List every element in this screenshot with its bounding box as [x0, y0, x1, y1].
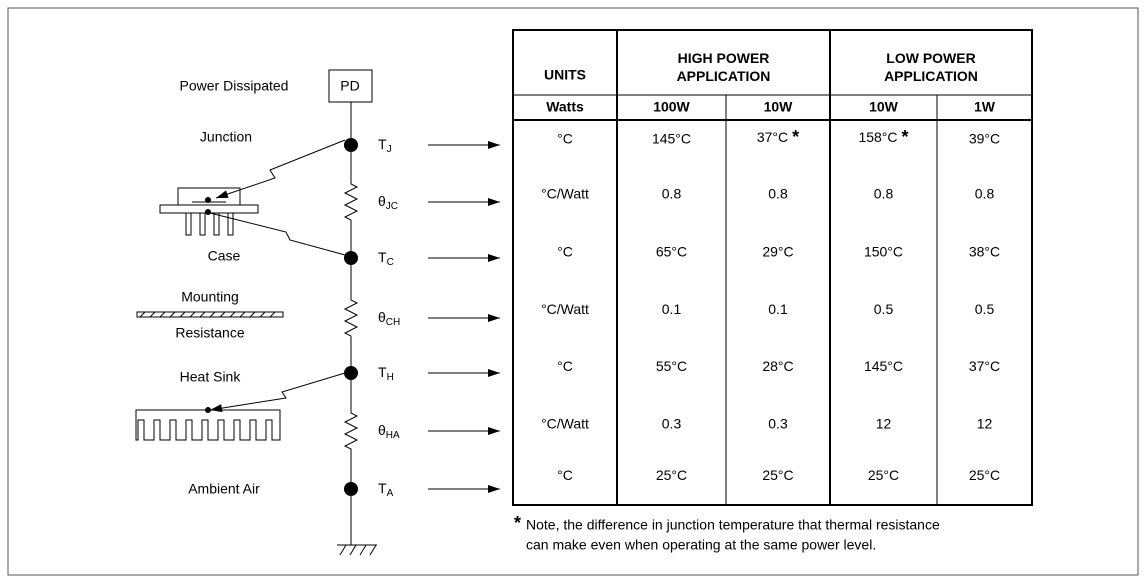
table-cell: °C/Watt	[541, 416, 589, 432]
table-cell: 0.1	[768, 301, 788, 317]
heat-sink-icon	[135, 407, 281, 441]
table-cell: 55°C	[656, 358, 687, 374]
node-label: θHA	[378, 422, 400, 441]
table-cell: °C/Watt	[541, 186, 589, 202]
subheader-cell: Watts	[546, 99, 584, 115]
table-cell: 0.5	[975, 301, 995, 317]
frame	[7, 7, 1139, 576]
table-cell: °C	[557, 244, 573, 260]
note-line: Note, the difference in junction tempera…	[526, 517, 940, 533]
node-dot	[344, 482, 358, 496]
table-cell: 158°C *	[858, 127, 908, 147]
header-cell: LOW POWER APPLICATION	[884, 50, 978, 84]
table-cell: 25°C	[969, 467, 1000, 483]
table-cell: °C	[557, 467, 573, 483]
label: Heat Sink	[180, 369, 242, 385]
node-label: TC	[378, 249, 394, 268]
table-cell: 0.8	[975, 186, 995, 202]
node-label: θJC	[378, 193, 398, 212]
table-border	[512, 29, 1033, 506]
label: Power Dissipated	[180, 78, 289, 94]
table-cell: 12	[977, 416, 993, 432]
table-cell: 25°C	[868, 467, 899, 483]
table-cell: °C/Watt	[541, 301, 589, 317]
table-cell: 25°C	[656, 467, 687, 483]
table-cell: 0.8	[768, 186, 788, 202]
table-cell: °C	[557, 358, 573, 374]
table-cell: 0.3	[662, 416, 682, 432]
table-cell: 0.8	[874, 186, 894, 202]
node-label: θCH	[378, 309, 400, 328]
subheader-cell: 100W	[653, 99, 690, 115]
header-cell: UNITS	[544, 67, 586, 83]
table-cell: 0.5	[874, 301, 894, 317]
subheader-cell: 1W	[974, 99, 996, 115]
table-cell: °C	[557, 131, 573, 147]
table-cell: 0.3	[768, 416, 788, 432]
label: Case	[208, 248, 241, 264]
node-dot	[344, 138, 358, 152]
table: UNITS HIGH POWER APPLICATION LOW POWER APPLI…	[512, 29, 1033, 506]
pd-box	[328, 69, 373, 103]
table-cell: 29°C	[762, 244, 793, 260]
subheader-cell: 10W	[764, 99, 794, 115]
node-label: TH	[378, 364, 394, 383]
subheader-cell: 10W	[869, 99, 899, 115]
table-cell: 25°C	[762, 467, 793, 483]
label: Resistance	[175, 325, 244, 341]
header-cell: HIGH POWER APPLICATION	[677, 50, 771, 84]
table-cell: 145°C	[864, 358, 903, 374]
leader	[209, 139, 346, 413]
node-dot	[344, 251, 358, 265]
label: Mounting	[181, 289, 239, 305]
table-cell: 39°C	[969, 131, 1000, 147]
package-icon	[159, 187, 259, 236]
table-cell: 37°C	[969, 358, 1000, 374]
note-line: can make even when operating at the same…	[526, 537, 876, 553]
note-marker: *	[514, 513, 521, 533]
table-cell: 37°C *	[757, 127, 799, 147]
node-dot	[344, 366, 358, 380]
table-cell: 28°C	[762, 358, 793, 374]
node-label: TA	[378, 480, 394, 499]
table-cell: 150°C	[864, 244, 903, 260]
label: PD	[340, 78, 359, 94]
table-cell: 0.1	[662, 301, 682, 317]
label: Junction	[200, 129, 252, 145]
table-cell: 65°C	[656, 244, 687, 260]
mounting-icon	[136, 311, 284, 318]
label: Ambient Air	[188, 481, 260, 497]
table-cell: 12	[876, 416, 892, 432]
node-label: TJ	[378, 136, 392, 155]
thermal-chain	[337, 102, 377, 556]
table-cell: 0.8	[662, 186, 682, 202]
table-cell: 38°C	[969, 244, 1000, 260]
table-cell: 145°C	[652, 131, 691, 147]
